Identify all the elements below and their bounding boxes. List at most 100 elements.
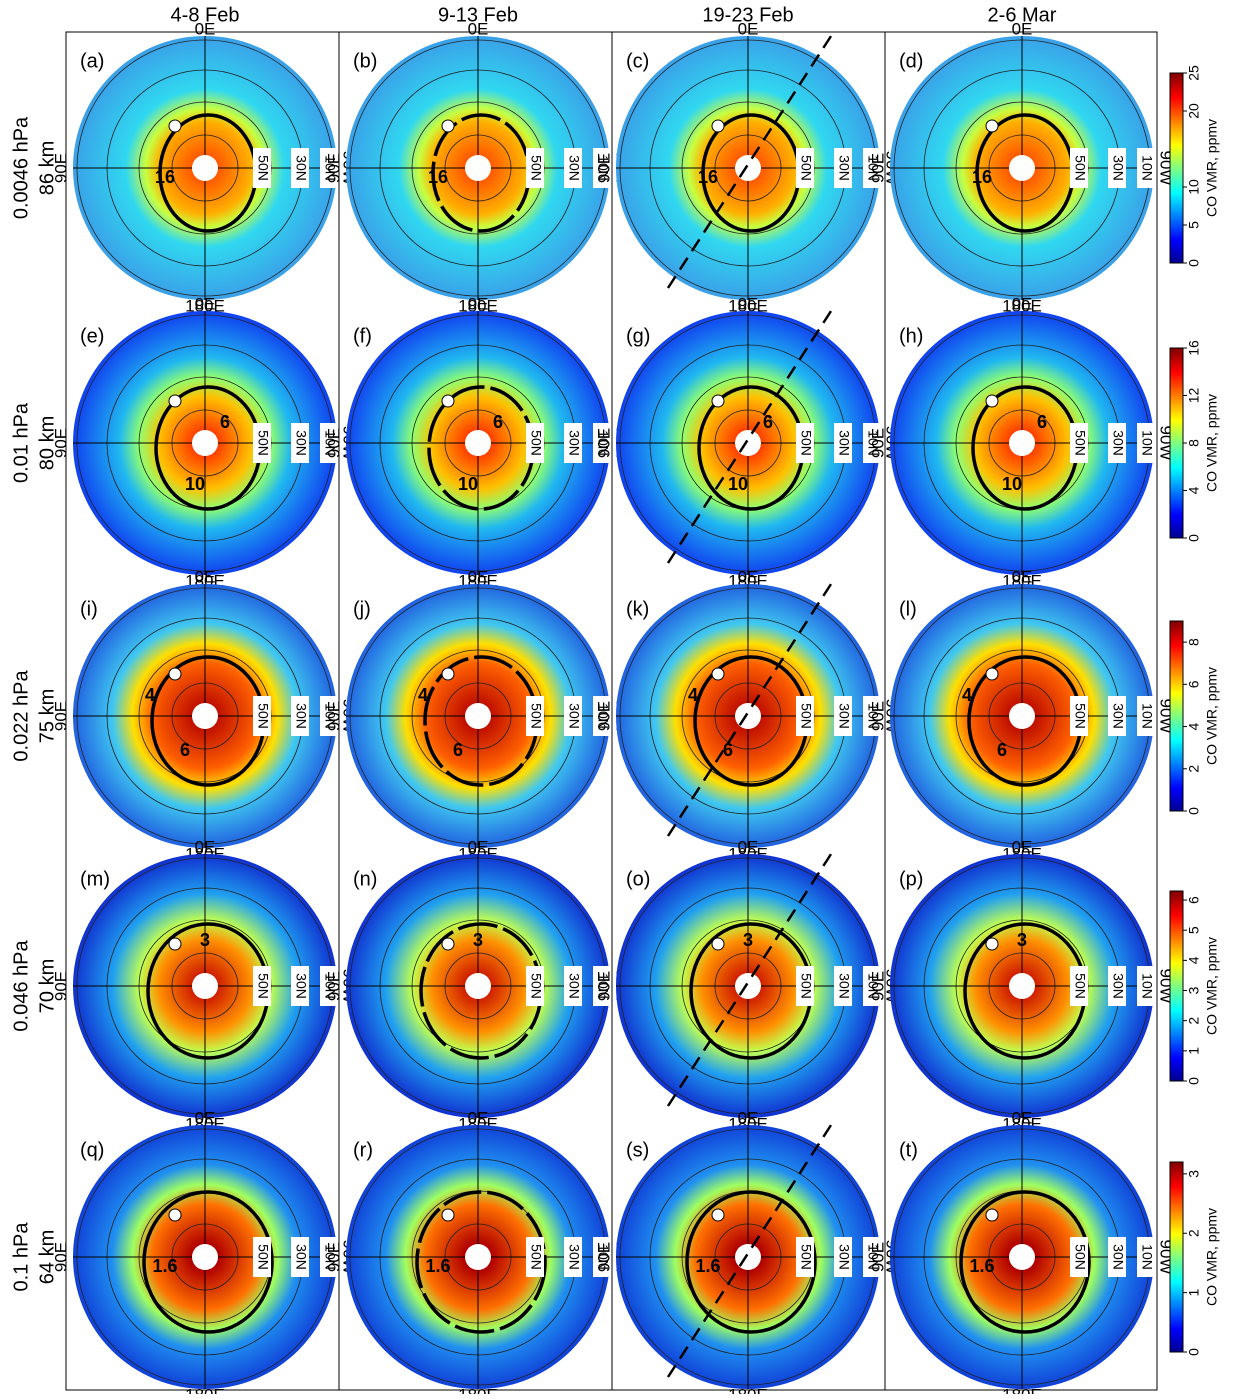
- lat-label-box: [593, 696, 611, 736]
- map-label: 0E: [468, 1108, 489, 1127]
- row-pressure: 0.022 hPa: [10, 670, 32, 762]
- lat-label: 30N: [1110, 430, 1126, 456]
- colorbar-tick-label: 4: [1186, 956, 1202, 964]
- contour-label: 4: [962, 685, 972, 705]
- vortex-edge: [415, 1190, 547, 1334]
- lat-label: 30N: [836, 973, 852, 999]
- lat-label-box: [796, 148, 814, 188]
- lat-label: 10N: [595, 1244, 611, 1270]
- lat-label-box: [1137, 423, 1155, 463]
- lat-label: 50N: [798, 430, 814, 456]
- lat-label-box: [834, 1237, 852, 1277]
- lat-label: 10N: [865, 703, 881, 729]
- pole-hole: [1009, 430, 1035, 456]
- colorbar-tick-label: 3: [1186, 986, 1202, 994]
- lat-label-box: [564, 966, 582, 1006]
- lat-label: 30N: [1110, 155, 1126, 181]
- panel-label: (g): [626, 325, 650, 347]
- station-marker: [985, 119, 999, 133]
- panel-label: (m): [80, 868, 110, 890]
- contour-label: 6: [1037, 412, 1047, 432]
- lat-label-box: [593, 148, 611, 188]
- map-label: 0E: [195, 567, 216, 586]
- lat-label-box: [863, 966, 881, 1006]
- station-marker: [168, 394, 182, 408]
- panels: 4-8 Feb 9-13 Feb 19-23 Feb 2-6 Mar 0.0046 hP…: [10, 4, 1220, 1399]
- lat-label: 30N: [293, 1244, 309, 1270]
- contour-label: 3: [200, 930, 210, 950]
- colorbar-tick-label: 0: [1186, 1348, 1202, 1356]
- contour-label: 16: [155, 167, 175, 187]
- lat-label: 30N: [293, 430, 309, 456]
- pole-hole: [192, 703, 218, 729]
- contour-label: 16: [972, 167, 992, 187]
- cross-section: [666, 580, 835, 837]
- map-label: 90E: [868, 1242, 887, 1272]
- contour-label: 6: [493, 412, 503, 432]
- station-marker: [441, 1208, 455, 1222]
- map-label: 0E: [468, 294, 489, 313]
- lat-label: 50N: [528, 703, 544, 729]
- colorbar-tick-label: 25: [1186, 65, 1202, 81]
- panel-label: (t): [899, 1139, 918, 1161]
- colorbar-label: CO VMR, ppmv: [1204, 394, 1220, 492]
- colorbar-tick-label: 2: [1186, 765, 1202, 773]
- pole-hole: [1009, 1244, 1035, 1270]
- pole-hole: [192, 430, 218, 456]
- map-label: 90E: [51, 701, 70, 731]
- map-label: 90E: [324, 153, 343, 183]
- contour-label: 6: [763, 412, 773, 432]
- lat-label-box: [253, 1237, 271, 1277]
- panel-label: (j): [353, 598, 371, 620]
- lat-label: 10N: [595, 703, 611, 729]
- panel-label: (h): [899, 325, 923, 347]
- map-label: 180E: [458, 296, 498, 315]
- map-label: 90E: [324, 701, 343, 731]
- lat-label-box: [1070, 696, 1088, 736]
- lat-label-box: [320, 148, 338, 188]
- lat-label: 30N: [293, 703, 309, 729]
- contour-label: 10: [185, 474, 205, 494]
- lat-label: 50N: [528, 155, 544, 181]
- lat-label-box: [253, 423, 271, 463]
- lat-label: 10N: [865, 1244, 881, 1270]
- lat-label: 30N: [566, 155, 582, 181]
- lat-label: 50N: [255, 973, 271, 999]
- lat-label: 50N: [255, 155, 271, 181]
- station-marker: [441, 667, 455, 681]
- contour-label: 6: [453, 740, 463, 760]
- panel-label: (e): [80, 325, 104, 347]
- colorbar-tick-label: 0: [1186, 259, 1202, 267]
- colorbar-tick-label: 1: [1186, 1047, 1202, 1055]
- contour-label: 3: [743, 930, 753, 950]
- colorbar-label: CO VMR, ppmv: [1204, 119, 1220, 217]
- lat-label-box: [593, 423, 611, 463]
- contour-label: 10: [1002, 474, 1022, 494]
- map-label: 0E: [738, 19, 759, 38]
- contour-label: 6: [997, 740, 1007, 760]
- map-label: 0E: [468, 837, 489, 856]
- lat-label-box: [253, 148, 271, 188]
- contour-label: 16: [698, 167, 718, 187]
- row-pressure: 0.046 hPa: [10, 940, 32, 1032]
- lat-label: 50N: [798, 1244, 814, 1270]
- lat-label-box: [526, 696, 544, 736]
- colorbar-tick-label: 2: [1186, 1017, 1202, 1025]
- lat-label: 30N: [836, 155, 852, 181]
- panel-label: (i): [80, 598, 98, 620]
- contour-label: 1.6: [425, 1256, 450, 1276]
- colorbar-tick-label: 2: [1186, 1229, 1202, 1237]
- pole-hole: [192, 973, 218, 999]
- lat-label: 10N: [1139, 703, 1155, 729]
- map-label: 90E: [868, 428, 887, 458]
- lat-label: 30N: [293, 155, 309, 181]
- map-label: 90E: [324, 428, 343, 458]
- contour-label: 1.6: [969, 1256, 994, 1276]
- row-pressure: 0.01 hPa: [10, 402, 32, 483]
- row-pressure: 0.0046 hPa: [10, 116, 32, 219]
- colorbar-tick-label: 16: [1186, 340, 1202, 356]
- lat-label-box: [863, 1237, 881, 1277]
- station-marker: [168, 119, 182, 133]
- cross-section: [666, 32, 835, 289]
- lat-label-box: [564, 423, 582, 463]
